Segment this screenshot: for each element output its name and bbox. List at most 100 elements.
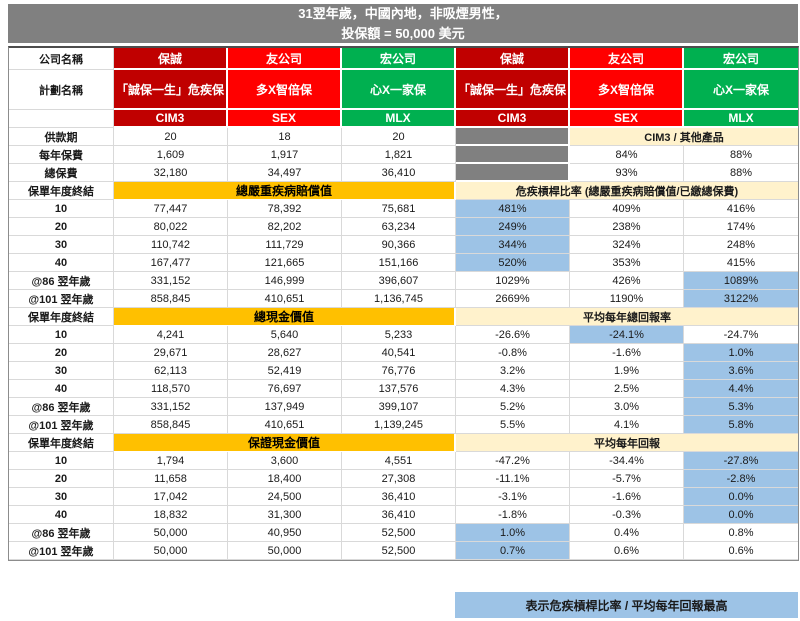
ratio-value-cell: 1.0% (456, 524, 570, 542)
filler-cell (456, 146, 570, 164)
benefit-value-cell: 80,022 (114, 218, 228, 236)
ratio-value-cell: 1.9% (570, 362, 684, 380)
plan-code-cell: SEX (570, 110, 684, 128)
policy-year-cell: 20 (9, 344, 114, 362)
section-header-row: 保單年度終結 保證現金價值 平均每年回報 (9, 434, 798, 452)
ratio-value-cell: 238% (570, 218, 684, 236)
ratio-value-cell: 409% (570, 200, 684, 218)
plan-name-cell: 「誠保一生」危疾保 (114, 70, 228, 110)
ratio-value-cell: -11.1% (456, 470, 570, 488)
value-cell: 18 (228, 128, 342, 146)
benefit-value-cell: 151,166 (342, 254, 456, 272)
policy-year-cell: 10 (9, 326, 114, 344)
ratio-value-cell: 3.0% (570, 398, 684, 416)
company-name-cell: 友公司 (570, 48, 684, 70)
ratio-value-cell: -27.8% (684, 452, 798, 470)
right-section-title: 平均每年總回報率 (456, 308, 798, 326)
row-label: 供款期 (9, 128, 114, 146)
value-cell: 20 (114, 128, 228, 146)
company-name-cell: 保誠 (114, 48, 228, 70)
ratio-value-cell: -3.1% (456, 488, 570, 506)
benefit-value-cell: 90,366 (342, 236, 456, 254)
policy-year-end-label: 保單年度終結 (9, 182, 114, 200)
policy-year-cell: 10 (9, 452, 114, 470)
value-cell: 32,180 (114, 164, 228, 182)
benefit-value-cell: 1,139,245 (342, 416, 456, 434)
section-header-row: 保單年度終結 總現金價值 平均每年總回報率 (9, 308, 798, 326)
benefit-value-cell: 36,410 (342, 488, 456, 506)
company-name-cell: 友公司 (228, 48, 342, 70)
benefit-value-cell: 396,607 (342, 272, 456, 290)
policy-year-end-label: 保單年度終結 (9, 434, 114, 452)
benefit-value-cell: 5,233 (342, 326, 456, 344)
benefit-value-cell: 121,665 (228, 254, 342, 272)
policy-year-cell: @101 翌年歲 (9, 290, 114, 308)
plan-name-cell: 心X一家保 (684, 70, 798, 110)
data-row: 20 11,658 18,400 27,308 -11.1% -5.7% -2.8% (9, 470, 798, 488)
ratio-cell: 88% (684, 146, 798, 164)
title-line-1: 31翌年歲，中國內地，非吸煙男性， (298, 6, 508, 21)
benefit-value-cell: 118,570 (114, 380, 228, 398)
data-row: @86 翌年歲 331,152 146,999 396,607 1029% 426% 108… (9, 272, 798, 290)
benefit-value-cell: 410,651 (228, 290, 342, 308)
ratio-value-cell: 520% (456, 254, 570, 272)
ratio-value-cell: 4.4% (684, 380, 798, 398)
ratio-value-cell: 353% (570, 254, 684, 272)
ratio-value-cell: -47.2% (456, 452, 570, 470)
right-section-title: 平均每年回報 (456, 434, 798, 452)
legend-note: 表示危疾槓桿比率 / 平均每年回報最高 (455, 592, 798, 618)
policy-year-cell: 30 (9, 362, 114, 380)
ratio-value-cell: 0.7% (456, 542, 570, 560)
ratio-value-cell: -0.3% (570, 506, 684, 524)
info-row: 每年保費 1,609 1,917 1,821 84% 88% (9, 146, 798, 164)
section-header-row: 保單年度終結 總嚴重疾病賠償值 危疾槓桿比率 (總嚴重疾病賠償值/已繳總保費) (9, 182, 798, 200)
benefit-value-cell: 17,042 (114, 488, 228, 506)
ratio-value-cell: 324% (570, 236, 684, 254)
policy-year-cell: @86 翌年歲 (9, 272, 114, 290)
benefit-value-cell: 399,107 (342, 398, 456, 416)
policy-year-cell: 20 (9, 218, 114, 236)
policy-year-cell: @101 翌年歲 (9, 542, 114, 560)
value-cell: 1,821 (342, 146, 456, 164)
data-row: 10 1,794 3,600 4,551 -47.2% -34.4% -27.8% (9, 452, 798, 470)
benefit-value-cell: 78,392 (228, 200, 342, 218)
filler-cell (456, 128, 570, 146)
ratio-header-cell: CIM3 / 其他產品 (570, 128, 798, 146)
benefit-value-cell: 146,999 (228, 272, 342, 290)
ratio-value-cell: 1089% (684, 272, 798, 290)
ratio-value-cell: 2669% (456, 290, 570, 308)
company-name-cell: 宏公司 (342, 48, 456, 70)
data-row: 30 17,042 24,500 36,410 -3.1% -1.6% 0.0% (9, 488, 798, 506)
benefit-value-cell: 137,576 (342, 380, 456, 398)
policy-year-cell: @86 翌年歲 (9, 398, 114, 416)
benefit-value-cell: 18,400 (228, 470, 342, 488)
benefit-value-cell: 858,845 (114, 290, 228, 308)
policy-year-cell: 40 (9, 254, 114, 272)
data-row: 40 118,570 76,697 137,576 4.3% 2.5% 4.4% (9, 380, 798, 398)
ratio-value-cell: 0.6% (570, 542, 684, 560)
company-name-cell: 保誠 (456, 48, 570, 70)
benefit-value-cell: 410,651 (228, 416, 342, 434)
benefit-value-cell: 40,950 (228, 524, 342, 542)
left-section-title: 保證現金價值 (114, 434, 456, 452)
ratio-value-cell: -1.8% (456, 506, 570, 524)
ratio-value-cell: 5.5% (456, 416, 570, 434)
plan-code-cell: CIM3 (456, 110, 570, 128)
ratio-value-cell: 3122% (684, 290, 798, 308)
data-row: @101 翌年歲 858,845 410,651 1,139,245 5.5% 4.1% 5… (9, 416, 798, 434)
policy-year-cell: 30 (9, 236, 114, 254)
benefit-value-cell: 50,000 (114, 542, 228, 560)
policy-year-cell: @86 翌年歲 (9, 524, 114, 542)
filler-cell (456, 164, 570, 182)
benefit-value-cell: 858,845 (114, 416, 228, 434)
plan-name-label: 計劃名稱 (9, 70, 114, 110)
plan-name-cell: 多X智倍保 (570, 70, 684, 110)
benefit-value-cell: 63,234 (342, 218, 456, 236)
ratio-value-cell: 415% (684, 254, 798, 272)
ratio-value-cell: 3.6% (684, 362, 798, 380)
ratio-value-cell: 5.8% (684, 416, 798, 434)
benefit-value-cell: 110,742 (114, 236, 228, 254)
ratio-value-cell: -1.6% (570, 488, 684, 506)
benefit-value-cell: 331,152 (114, 272, 228, 290)
